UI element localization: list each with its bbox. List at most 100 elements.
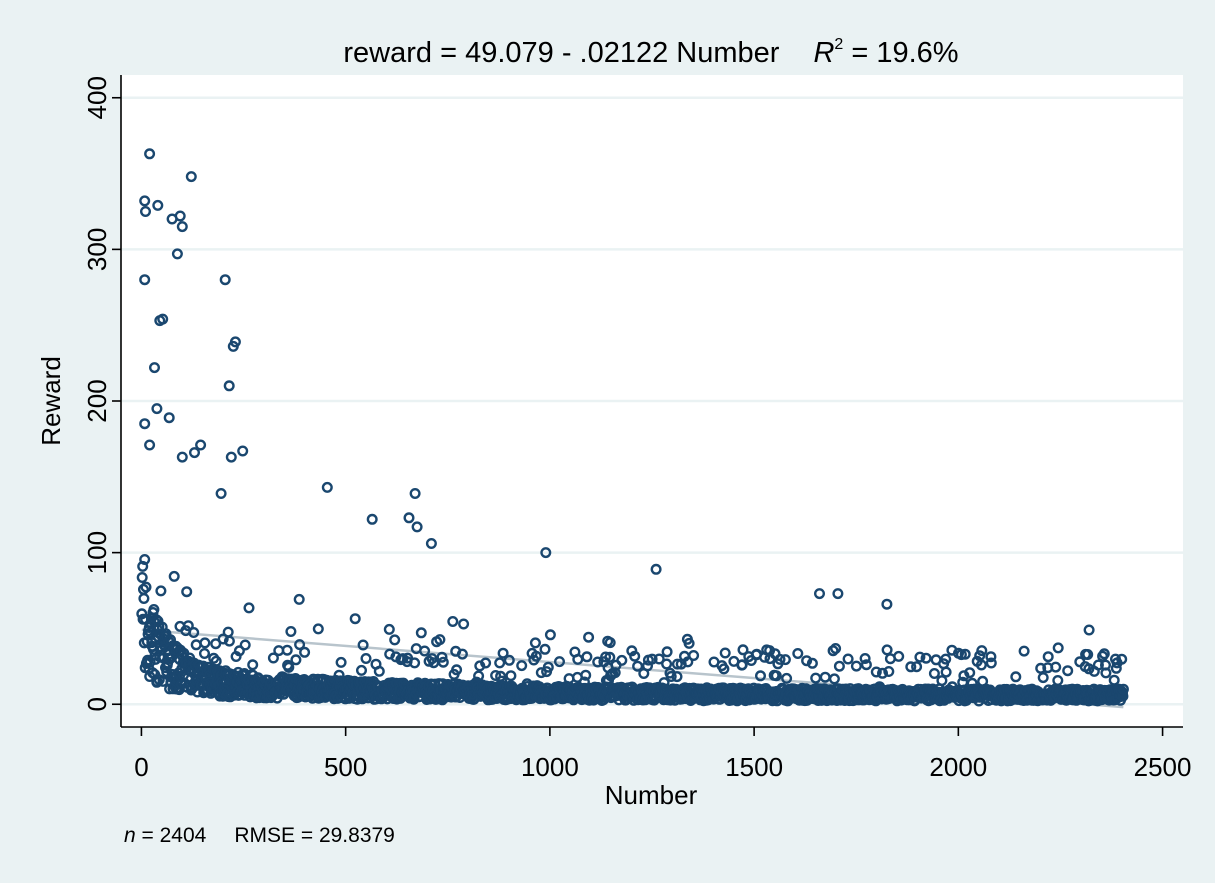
x-tick-label-3: 1500 (725, 752, 783, 782)
data-point-2363 (1117, 690, 1129, 702)
data-point-1405 (719, 647, 731, 659)
data-point-1927 (936, 675, 948, 687)
data-point-979 (542, 661, 554, 673)
data-point-2368 (152, 199, 164, 211)
data-point-2022 (975, 659, 987, 671)
data-point-1784 (877, 667, 889, 679)
data-point-46 (155, 585, 167, 597)
data-point-1446 (736, 659, 748, 671)
y-tick-label-0: 0 (82, 697, 112, 711)
data-point-1983 (959, 648, 971, 660)
data-point-2396 (411, 521, 423, 533)
data-point-2360 (1116, 653, 1128, 665)
data-point-596 (383, 623, 395, 635)
title-r-value: = 19.6% (843, 37, 958, 69)
data-point-2347 (1110, 662, 1122, 674)
data-point-211 (223, 635, 235, 647)
data-point-726 (437, 656, 449, 668)
data-point-1852 (905, 661, 917, 673)
data-point-971 (539, 643, 551, 655)
data-point-1537 (774, 653, 786, 665)
data-point-1769 (870, 666, 882, 678)
data-point-37 (151, 676, 163, 688)
data-point-10 (140, 581, 152, 593)
data-point-1721 (850, 660, 862, 672)
data-point-758 (451, 664, 463, 676)
data-point-425 (312, 623, 324, 635)
data-point-1264 (661, 658, 673, 670)
data-point-1701 (842, 653, 854, 665)
data-point-718 (434, 634, 446, 646)
data-point-1580 (792, 648, 804, 660)
x-tick-label-0: 0 (134, 752, 148, 782)
data-point-1680 (833, 660, 845, 672)
y-tick-label-2: 200 (82, 379, 112, 422)
data-point-1795 (881, 644, 893, 656)
data-point-2374 (139, 274, 151, 286)
data-point-235 (233, 645, 245, 657)
data-point-723 (436, 651, 448, 663)
data-point-1329 (688, 650, 700, 662)
data-point-2399 (650, 563, 662, 575)
x-tick-label-5: 2500 (1134, 752, 1192, 782)
axes: 0 100 200 300 400 0 500 1000 1500 2000 2500 (82, 75, 1191, 782)
data-point-1076 (583, 631, 595, 643)
data-point-514 (349, 613, 361, 625)
data-point-2394 (366, 513, 378, 525)
data-point-29 (148, 604, 160, 616)
data-point-1528 (770, 670, 782, 682)
data-point-2387 (237, 445, 249, 457)
data-point-885 (503, 654, 515, 666)
data-point-852 (490, 670, 502, 682)
data-point-2105 (1010, 671, 1022, 683)
data-point-2380 (223, 380, 235, 392)
data-point-2392 (321, 481, 333, 493)
data-point-772 (456, 648, 468, 660)
data-point-1180 (626, 645, 638, 657)
data-point-317 (267, 652, 279, 664)
data-point-1187 (629, 650, 641, 662)
data-point-26 (147, 667, 159, 679)
data-point-2206 (1052, 675, 1064, 687)
data-point-1994 (964, 667, 976, 679)
data-point-2367 (144, 148, 156, 160)
data-point-950 (530, 650, 542, 662)
x-axis-label: Number (605, 780, 698, 810)
y-tick-label-1: 100 (82, 531, 112, 574)
data-point-1265 (661, 646, 673, 658)
x-tick-label-2: 1000 (521, 752, 579, 782)
data-point-948 (529, 637, 541, 649)
y-axis-label: Reward (36, 356, 66, 446)
data-point-1745 (860, 659, 872, 671)
data-point-2398 (540, 547, 552, 559)
data-point-2402 (881, 598, 893, 610)
data-point-152 (199, 637, 211, 649)
data-point-1402 (718, 663, 730, 675)
data-points (136, 148, 1129, 707)
data-point-2372 (185, 171, 197, 183)
data-point-609 (389, 634, 401, 646)
data-point-1742 (859, 653, 871, 665)
data-point-69 (164, 634, 176, 646)
data-point-1 (136, 572, 148, 584)
footer-n-value: = 2404 (136, 824, 207, 847)
data-point-1823 (893, 650, 905, 662)
data-point-2023 (976, 645, 988, 657)
data-point-1229 (646, 653, 658, 665)
data-point-2342 (1108, 674, 1120, 686)
data-point-2165 (1035, 662, 1047, 674)
data-point-889 (505, 670, 517, 682)
data-point-2322 (1100, 667, 1112, 679)
data-point-1615 (806, 657, 818, 669)
data-point-249 (239, 639, 251, 651)
data-point-1275 (665, 671, 677, 683)
data-point-196 (217, 633, 229, 645)
data-point-673 (415, 627, 427, 639)
data-point-1069 (580, 669, 592, 681)
data-point-870 (497, 647, 509, 659)
data-point-1246 (653, 653, 665, 665)
data-point-540 (360, 653, 372, 665)
title-equation: reward = 49.079 - .02122 Number (343, 37, 779, 69)
data-point-112 (182, 620, 194, 632)
